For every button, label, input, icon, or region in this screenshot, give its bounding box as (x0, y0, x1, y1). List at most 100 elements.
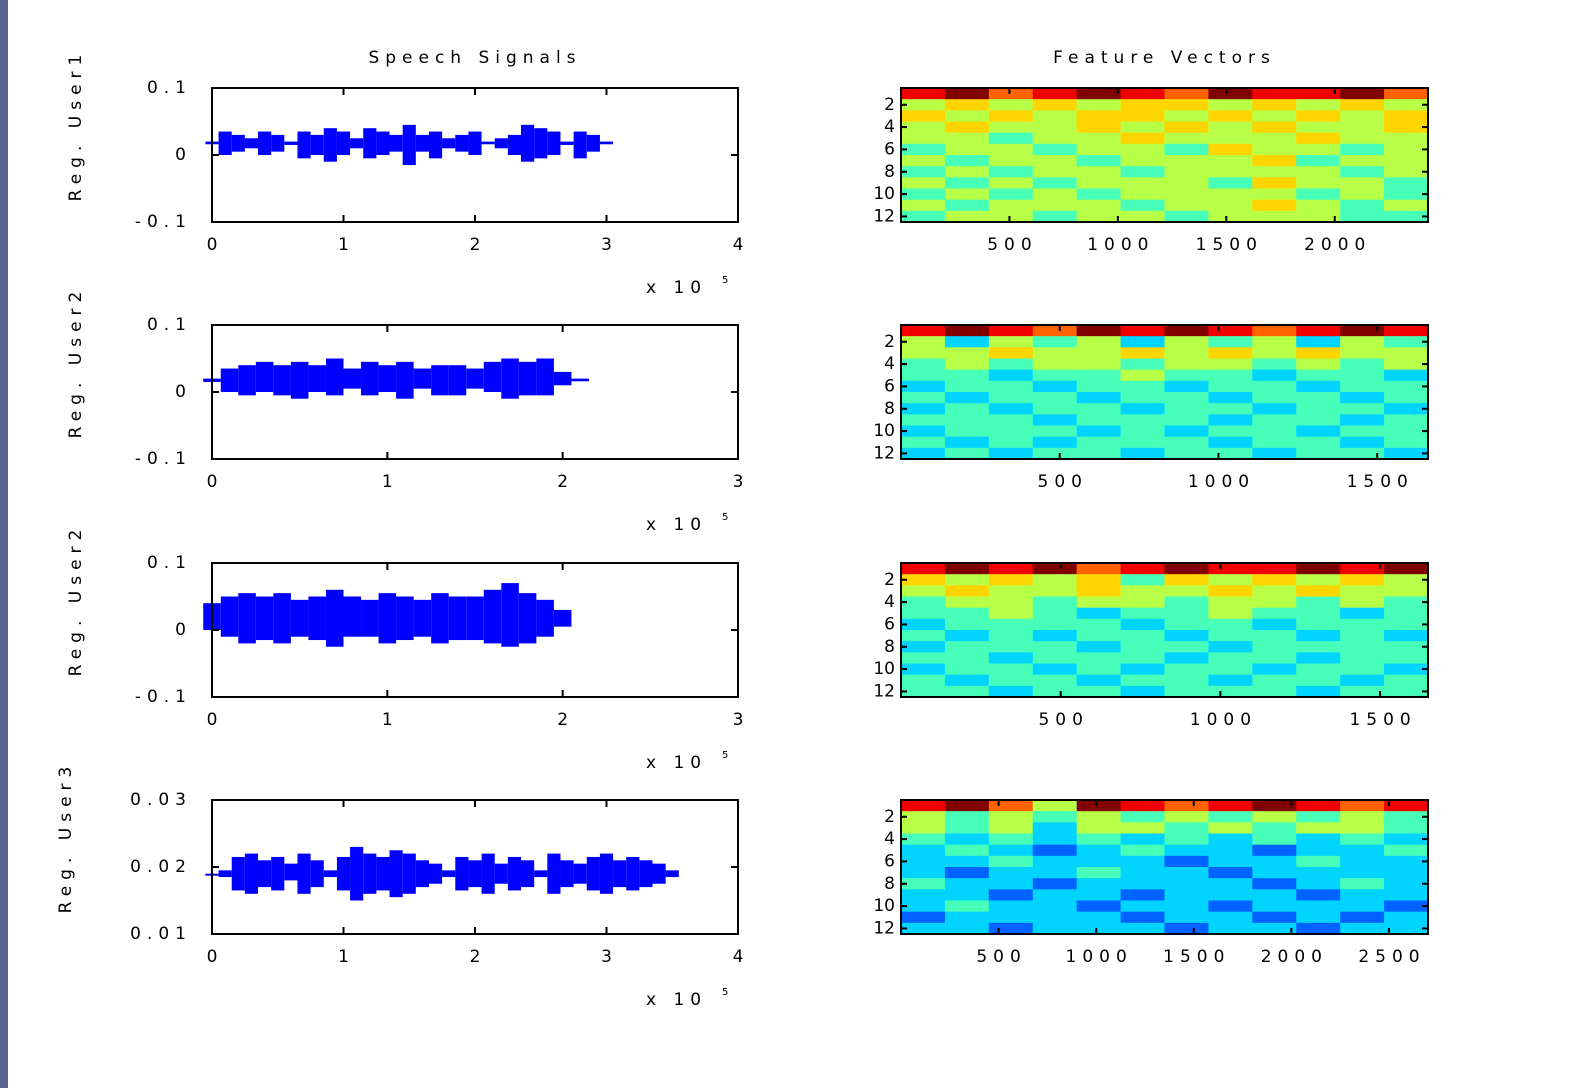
heatmap-cell (989, 336, 1033, 348)
heatmap-cell (1121, 912, 1165, 924)
heatmap-cell (901, 867, 945, 879)
heatmap-cell (1208, 923, 1252, 935)
heatmap-cell (901, 200, 945, 212)
heatmap-cell (901, 189, 945, 201)
heatmap-cell (945, 88, 989, 100)
heatmap-cell (945, 370, 989, 382)
heatmap-cell (1208, 414, 1252, 426)
signal-bar (587, 135, 600, 152)
heatmap-cell (1384, 359, 1428, 371)
heatmap-cell (1384, 597, 1428, 609)
heatmap-cell (1208, 166, 1252, 178)
heatmap-cell (1208, 155, 1252, 167)
heatmap-cell (1296, 912, 1340, 924)
heatmap-cell (1384, 426, 1428, 438)
heatmap-cell (1033, 133, 1077, 145)
y-tick-label: 10 (873, 421, 895, 441)
heatmap-cell (945, 867, 989, 879)
heatmap-cell (1252, 608, 1296, 620)
heatmap-cell (1121, 585, 1165, 597)
heatmap-cell (1208, 878, 1252, 890)
heatmap-cell (1340, 652, 1384, 664)
signal-bar (547, 132, 560, 155)
y-tick-label: 12 (873, 206, 895, 226)
heatmap-cell (989, 912, 1033, 924)
x-tick-label: 2000 (1261, 947, 1328, 967)
signal-bar (291, 600, 309, 637)
heatmap-cell (989, 144, 1033, 156)
heatmap-cell (1033, 619, 1077, 631)
heatmap-cell (1121, 822, 1165, 834)
heatmap-cell (1121, 370, 1165, 382)
heatmap-cell (1077, 574, 1121, 586)
heatmap-cell (1121, 392, 1165, 404)
heatmap-cell (1033, 912, 1077, 924)
heatmap-cell (1033, 686, 1077, 698)
heatmap-cell (1296, 597, 1340, 609)
x-tick-label: 1 (338, 947, 355, 967)
figure: Speech SignalsReg. User1-0.100.101234x 1… (0, 0, 1577, 1088)
heatmap-cell (1252, 686, 1296, 698)
signal-bar (536, 359, 554, 396)
signal-bar (495, 138, 508, 148)
heatmap-cell (1121, 889, 1165, 901)
signal-bar (271, 135, 284, 152)
heatmap-cell (1208, 325, 1252, 337)
heatmap-cell (1340, 200, 1384, 212)
heatmap-cell (1165, 99, 1209, 111)
y-tick-label: 0.1 (147, 78, 192, 98)
signal-bar (311, 860, 324, 887)
x-tick-label: 500 (976, 947, 1026, 967)
heatmap-cell (1384, 200, 1428, 212)
heatmap-cell (1077, 448, 1121, 460)
heatmap-cell (1121, 211, 1165, 223)
heatmap-cell (901, 414, 945, 426)
heatmap-cell (1296, 392, 1340, 404)
heatmap-cell (1121, 155, 1165, 167)
heatmap-cell (989, 448, 1033, 460)
signal-bar (560, 142, 573, 145)
y-tick-label: 0 (175, 145, 192, 165)
signal-bar (429, 864, 442, 884)
heatmap-cell (989, 177, 1033, 189)
y-tick-label: 0.1 (147, 553, 192, 573)
signal-bar (416, 135, 429, 152)
heatmap-cell (1384, 822, 1428, 834)
heatmap-cell (1208, 597, 1252, 609)
heatmap-cell (1121, 811, 1165, 823)
heatmap-cell (1165, 912, 1209, 924)
heatmap-cell (1252, 563, 1296, 575)
signal-bar (560, 860, 573, 887)
heatmap-cell (1208, 652, 1252, 664)
heatmap-cell (1252, 189, 1296, 201)
heatmap-cell (945, 189, 989, 201)
heatmap-cell (1033, 336, 1077, 348)
heatmap-cell (1384, 845, 1428, 857)
y-tick-label: 6 (884, 614, 895, 634)
heatmap-cell (1340, 414, 1384, 426)
x-tick-label: 1000 (1190, 710, 1257, 730)
y-axis-label: Reg. User2 (66, 286, 86, 439)
y-axis-label: Reg. User3 (56, 761, 76, 914)
heatmap-cell (1077, 359, 1121, 371)
heatmap-cell (1077, 200, 1121, 212)
heatmap-cell (989, 200, 1033, 212)
heatmap-cell (1340, 403, 1384, 415)
x-tick-label: 4 (733, 947, 750, 967)
heatmap-cell (1033, 155, 1077, 167)
heatmap-cell (989, 392, 1033, 404)
heatmap-cell (1033, 664, 1077, 676)
heatmap-cell (989, 189, 1033, 201)
heatmap-cell (1165, 889, 1209, 901)
heatmap-cell (945, 144, 989, 156)
heatmap-cell (1208, 574, 1252, 586)
heatmap-cell (1208, 99, 1252, 111)
heatmap-cell (1165, 88, 1209, 100)
signal-bar (574, 132, 587, 159)
heatmap-cell (1252, 211, 1296, 223)
signal-bar (613, 860, 626, 887)
y-tick-label: 10 (873, 184, 895, 204)
heatmap-cell (1121, 856, 1165, 868)
heatmap-cell (1208, 664, 1252, 676)
heatmap-cell (1340, 122, 1384, 134)
